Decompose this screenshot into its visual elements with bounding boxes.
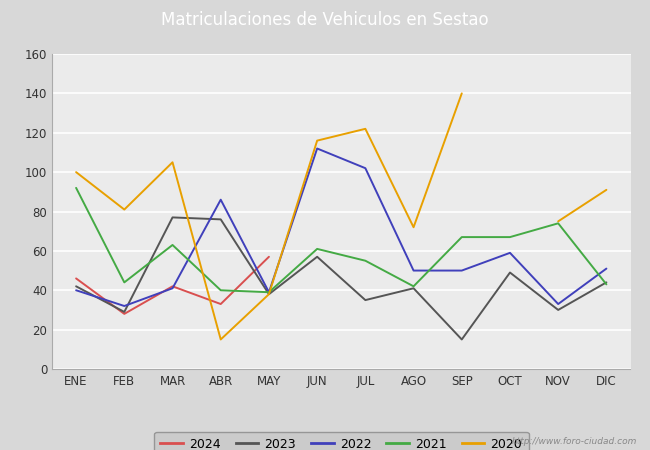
Text: http://www.foro-ciudad.com: http://www.foro-ciudad.com	[512, 436, 637, 446]
Text: Matriculaciones de Vehiculos en Sestao: Matriculaciones de Vehiculos en Sestao	[161, 11, 489, 29]
Legend: 2024, 2023, 2022, 2021, 2020: 2024, 2023, 2022, 2021, 2020	[154, 432, 528, 450]
